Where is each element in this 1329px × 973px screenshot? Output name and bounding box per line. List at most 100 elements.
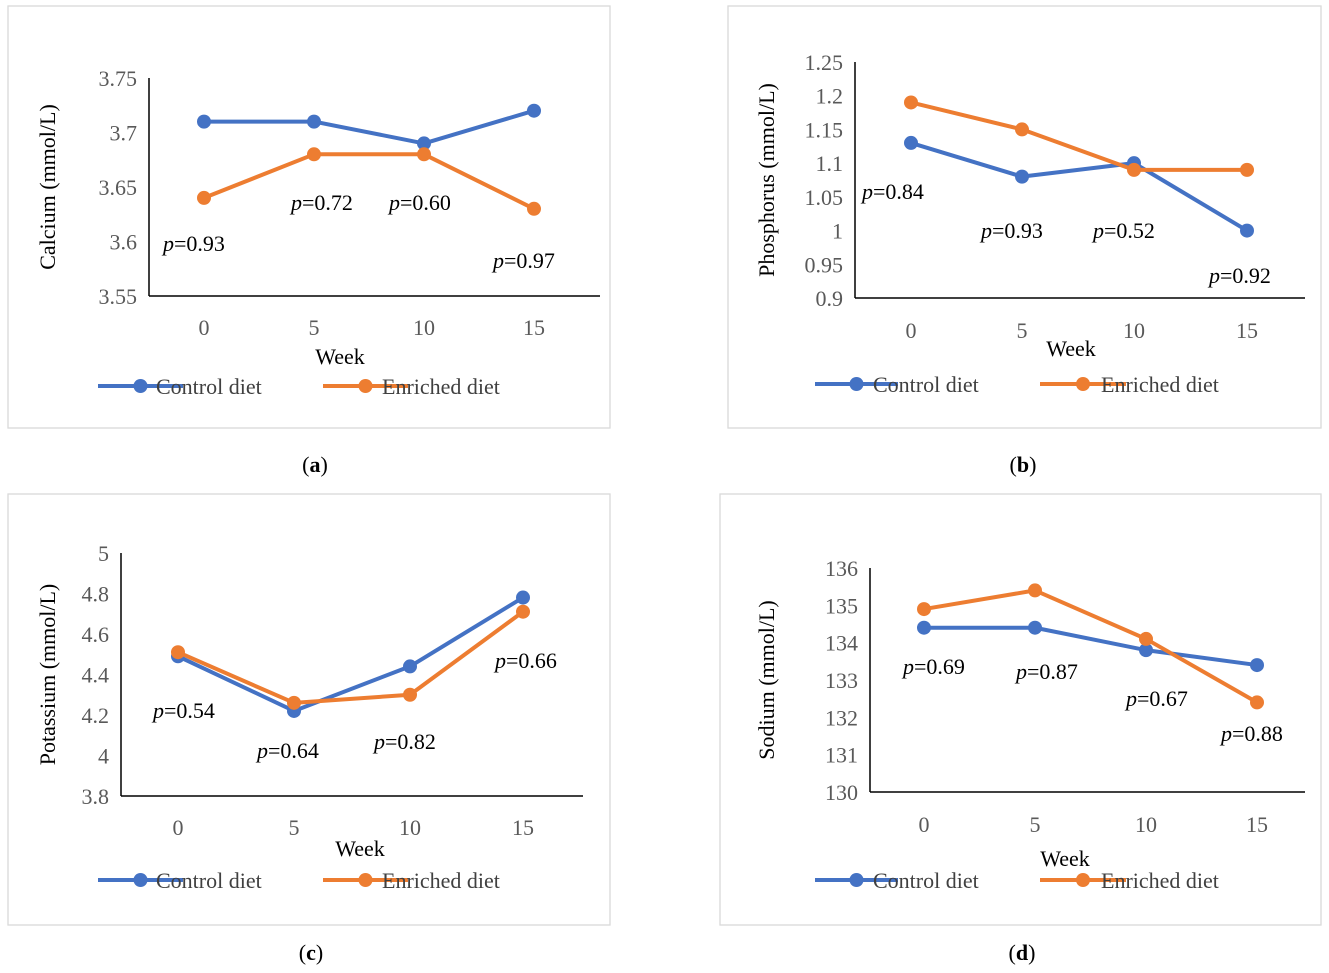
legend-marker-control bbox=[849, 377, 864, 391]
legend-label: Enriched diet bbox=[1101, 868, 1219, 893]
y-tick-label: 4.4 bbox=[82, 663, 110, 688]
legend-marker-enriched bbox=[1076, 873, 1090, 887]
p-value-label: p=0.60 bbox=[387, 190, 451, 215]
panel-caption: (d) bbox=[1009, 940, 1036, 965]
data-point-enriched bbox=[197, 190, 211, 205]
y-tick-label: 0.9 bbox=[816, 286, 844, 311]
y-axis-title: Calcium (mmol/L) bbox=[35, 104, 60, 270]
data-point-enriched bbox=[1028, 583, 1042, 598]
x-tick-label: 0 bbox=[199, 315, 210, 340]
data-point-enriched bbox=[1139, 631, 1153, 646]
data-point-enriched bbox=[403, 687, 417, 702]
x-tick-label: 5 bbox=[289, 815, 300, 840]
chart-panel-c: 3.8 4 4.2 4.4 4.6 4.8 5 0 5 10 15 Week Potassium (mm… bbox=[7, 493, 611, 926]
y-tick-label: 0.95 bbox=[805, 252, 844, 277]
y-axis-title: Sodium (mmol/L) bbox=[754, 600, 779, 760]
data-point-control bbox=[1240, 223, 1254, 238]
p-value-label: p=0.54 bbox=[151, 698, 215, 723]
p-value-label: p=0.64 bbox=[255, 738, 319, 763]
p-value-label: p=0.66 bbox=[493, 648, 557, 673]
data-point-enriched bbox=[417, 147, 431, 162]
data-point-enriched bbox=[1250, 695, 1264, 710]
x-axis-title: Week bbox=[315, 344, 365, 369]
x-tick-label: 15 bbox=[523, 315, 545, 340]
panel-caption: (b) bbox=[1010, 452, 1037, 477]
x-tick-label: 5 bbox=[309, 315, 320, 340]
x-axis-title: Week bbox=[1046, 336, 1096, 361]
chart-panel-a: 3.55 3.6 3.65 3.7 3.75 0 5 10 15 Week Calcium (mmo… bbox=[7, 5, 611, 429]
p-value-label: p=0.93 bbox=[979, 218, 1043, 243]
p-value-label: p=0.82 bbox=[372, 729, 436, 754]
data-point-control bbox=[197, 114, 211, 129]
series-line-control bbox=[177, 595, 525, 713]
p-value-label: p=0.67 bbox=[1124, 686, 1188, 711]
y-tick-label: 3.6 bbox=[110, 230, 138, 255]
chart-frame bbox=[7, 5, 611, 429]
legend-marker-control bbox=[133, 873, 148, 887]
legend-label: Enriched diet bbox=[382, 868, 500, 893]
p-value-label: p=0.92 bbox=[1207, 263, 1271, 288]
data-point-control bbox=[417, 136, 431, 151]
y-tick-label: 131 bbox=[825, 743, 858, 768]
y-tick-label: 134 bbox=[825, 631, 858, 656]
x-tick-label: 5 bbox=[1030, 812, 1041, 837]
x-tick-label: 10 bbox=[399, 815, 421, 840]
y-tick-label: 3.8 bbox=[82, 784, 110, 809]
legend: Control diet Enriched diet bbox=[815, 372, 1219, 397]
y-tick-label: 1.2 bbox=[816, 84, 844, 109]
legend-marker-enriched bbox=[358, 873, 373, 887]
data-point-control bbox=[527, 103, 541, 118]
y-tick-label: 5 bbox=[98, 541, 109, 566]
x-tick-label: 10 bbox=[413, 315, 435, 340]
y-tick-label: 133 bbox=[825, 668, 858, 693]
data-point-control bbox=[904, 135, 918, 150]
p-value-label: p=0.93 bbox=[161, 231, 225, 256]
y-tick-label: 1.05 bbox=[805, 185, 844, 210]
y-tick-label: 4.2 bbox=[82, 703, 110, 728]
series-line-enriched bbox=[203, 152, 535, 211]
y-tick-label: 4.6 bbox=[82, 622, 110, 647]
x-tick-label: 10 bbox=[1135, 812, 1157, 837]
legend-marker-enriched bbox=[1076, 377, 1090, 391]
y-tick-label: 3.65 bbox=[99, 175, 138, 200]
y-tick-label: 4 bbox=[98, 744, 109, 769]
series-line-enriched bbox=[910, 100, 1247, 172]
x-tick-label: 10 bbox=[1123, 318, 1145, 343]
data-point-enriched bbox=[527, 201, 541, 216]
y-axis-title: Phosphorus (mmol/L) bbox=[754, 83, 779, 277]
legend-label: Enriched diet bbox=[382, 374, 500, 399]
chart-panel-d: 130 131 132 133 134 135 136 0 5 10 15 Week Sodium (m… bbox=[719, 493, 1322, 926]
y-tick-label: 136 bbox=[825, 556, 858, 581]
x-axis-title: Week bbox=[1040, 846, 1090, 871]
p-value-label: p=0.84 bbox=[860, 179, 924, 204]
p-value-label: p=0.87 bbox=[1014, 659, 1078, 684]
data-point-control bbox=[1139, 643, 1153, 658]
legend-label: Control diet bbox=[156, 374, 262, 399]
y-tick-label: 3.55 bbox=[99, 284, 138, 309]
series-line-control bbox=[910, 141, 1249, 233]
x-tick-label: 0 bbox=[919, 812, 930, 837]
data-point-enriched bbox=[917, 602, 931, 617]
data-point-enriched bbox=[171, 645, 185, 660]
series-line-enriched bbox=[177, 610, 525, 705]
y-tick-label: 1.25 bbox=[805, 50, 844, 75]
p-value-label: p=0.72 bbox=[289, 190, 353, 215]
panel-caption: (a) bbox=[302, 452, 328, 477]
x-tick-label: 15 bbox=[1236, 318, 1258, 343]
x-tick-label: 15 bbox=[512, 815, 534, 840]
data-point-control bbox=[307, 114, 321, 129]
chart-panel-b: 0.9 0.95 1 1.05 1.1 1.15 1.2 1.25 0 5 10 15 Week Phos… bbox=[727, 5, 1322, 429]
y-tick-label: 4.8 bbox=[82, 582, 110, 607]
x-tick-label: 0 bbox=[906, 318, 917, 343]
x-axis-title: Week bbox=[335, 836, 385, 861]
data-point-enriched bbox=[287, 695, 301, 710]
legend-label: Enriched diet bbox=[1101, 372, 1219, 397]
chart-frame bbox=[7, 493, 611, 926]
data-point-enriched bbox=[1015, 122, 1029, 137]
data-point-enriched bbox=[307, 147, 321, 162]
p-value-label: p=0.69 bbox=[901, 654, 965, 679]
series-line-enriched bbox=[923, 588, 1258, 705]
y-tick-label: 1.1 bbox=[816, 151, 844, 176]
panel-caption: (c) bbox=[299, 940, 323, 965]
